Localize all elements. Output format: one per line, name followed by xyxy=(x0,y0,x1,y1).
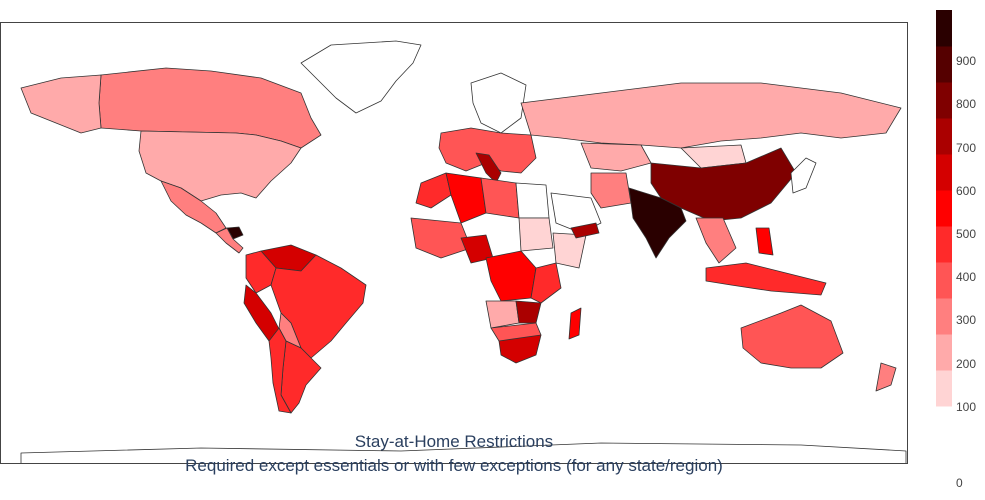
colorbar-tick-label: 800 xyxy=(956,97,977,112)
colorbar-segment xyxy=(936,190,952,227)
map-subtitle: Required except essentials or with few e… xyxy=(185,456,723,475)
region-new-zealand xyxy=(875,362,897,392)
region-east-africa xyxy=(530,262,562,304)
colorbar-segment xyxy=(936,10,952,47)
region-antarctica xyxy=(20,442,907,463)
region-japan xyxy=(790,157,817,194)
colorbar-segment xyxy=(936,262,952,299)
region-kazakhstan xyxy=(580,142,652,172)
region-sudan xyxy=(518,217,554,252)
map-title: Stay-at-Home Restrictions xyxy=(354,432,554,451)
colorbar-tick-label: 700 xyxy=(956,140,977,155)
region-egypt xyxy=(515,182,550,219)
region-india xyxy=(628,187,687,259)
region-libya xyxy=(480,177,520,219)
colorbar-tick-label: 300 xyxy=(956,313,977,328)
region-yemen xyxy=(570,222,600,239)
colorbar-tick-label: 200 xyxy=(956,356,977,371)
colorbar-segment xyxy=(936,118,952,155)
region-russia xyxy=(520,82,902,149)
colorbar-tick-label: 500 xyxy=(956,227,977,241)
colorbar-segment xyxy=(936,406,952,442)
region-scandinavia xyxy=(470,72,527,134)
colorbar-tick-label: 600 xyxy=(956,183,977,198)
colorbar-segment xyxy=(936,46,952,83)
region-alaska xyxy=(20,74,102,134)
colorbar-tick-label: 0 xyxy=(956,476,963,490)
colorbar-segment xyxy=(936,82,952,119)
colorbar-tick-label: 100 xyxy=(956,399,977,414)
colorbar-segment xyxy=(936,226,952,263)
region-central-america xyxy=(215,227,244,254)
region-south-africa xyxy=(498,334,542,364)
region-indonesia xyxy=(705,262,827,296)
region-iran xyxy=(590,172,632,209)
region-australia xyxy=(740,304,844,369)
region-morocco xyxy=(415,172,452,209)
colorbar-tick-label: 900 xyxy=(956,54,977,69)
region-southeast-asia xyxy=(695,217,737,264)
colorbar-tick-label: 400 xyxy=(956,270,977,285)
region-europe xyxy=(438,127,537,174)
region-angola xyxy=(485,300,520,329)
region-drc xyxy=(485,250,537,302)
region-china xyxy=(650,147,797,222)
region-philippines xyxy=(755,227,774,256)
region-usa xyxy=(138,130,302,202)
region-ethiopia xyxy=(552,232,587,269)
region-greenland xyxy=(300,40,422,114)
region-algeria xyxy=(445,172,487,224)
region-chile xyxy=(268,327,292,414)
region-italy xyxy=(475,152,502,184)
region-zambia xyxy=(515,300,542,324)
region-west-africa xyxy=(410,217,472,259)
colorbar-segment xyxy=(936,370,952,407)
map-frame[interactable] xyxy=(0,22,908,464)
colorbar[interactable] xyxy=(936,10,952,442)
colorbar-segment xyxy=(936,298,952,335)
choropleth-map[interactable] xyxy=(1,23,908,464)
colorbar-segment xyxy=(936,334,952,371)
region-madagascar xyxy=(568,307,582,340)
colorbar-segment xyxy=(936,154,952,191)
